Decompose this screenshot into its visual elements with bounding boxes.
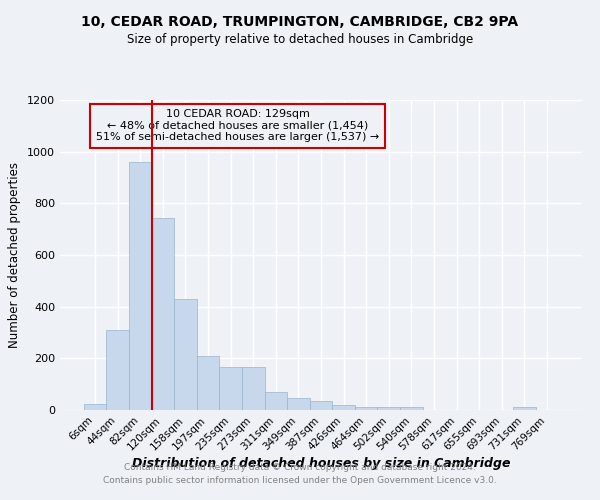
Bar xyxy=(152,218,174,410)
Bar xyxy=(84,404,106,410)
Bar xyxy=(355,407,377,410)
Text: Size of property relative to detached houses in Cambridge: Size of property relative to detached ho… xyxy=(127,32,473,46)
Bar xyxy=(197,356,220,410)
Text: Contains HM Land Registry data © Crown copyright and database right 2024.
Contai: Contains HM Land Registry data © Crown c… xyxy=(103,464,497,485)
Bar xyxy=(513,407,536,410)
Bar xyxy=(377,408,400,410)
Bar xyxy=(174,299,197,410)
Y-axis label: Number of detached properties: Number of detached properties xyxy=(8,162,22,348)
Bar xyxy=(310,402,332,410)
Bar xyxy=(242,368,265,410)
Bar xyxy=(129,162,152,410)
Bar xyxy=(400,408,422,410)
X-axis label: Distribution of detached houses by size in Cambridge: Distribution of detached houses by size … xyxy=(132,458,510,470)
Bar xyxy=(332,405,355,410)
Bar xyxy=(220,368,242,410)
Bar xyxy=(287,398,310,410)
Text: 10 CEDAR ROAD: 129sqm
← 48% of detached houses are smaller (1,454)
51% of semi-d: 10 CEDAR ROAD: 129sqm ← 48% of detached … xyxy=(96,110,379,142)
Bar xyxy=(265,392,287,410)
Bar xyxy=(106,330,129,410)
Text: 10, CEDAR ROAD, TRUMPINGTON, CAMBRIDGE, CB2 9PA: 10, CEDAR ROAD, TRUMPINGTON, CAMBRIDGE, … xyxy=(82,15,518,29)
